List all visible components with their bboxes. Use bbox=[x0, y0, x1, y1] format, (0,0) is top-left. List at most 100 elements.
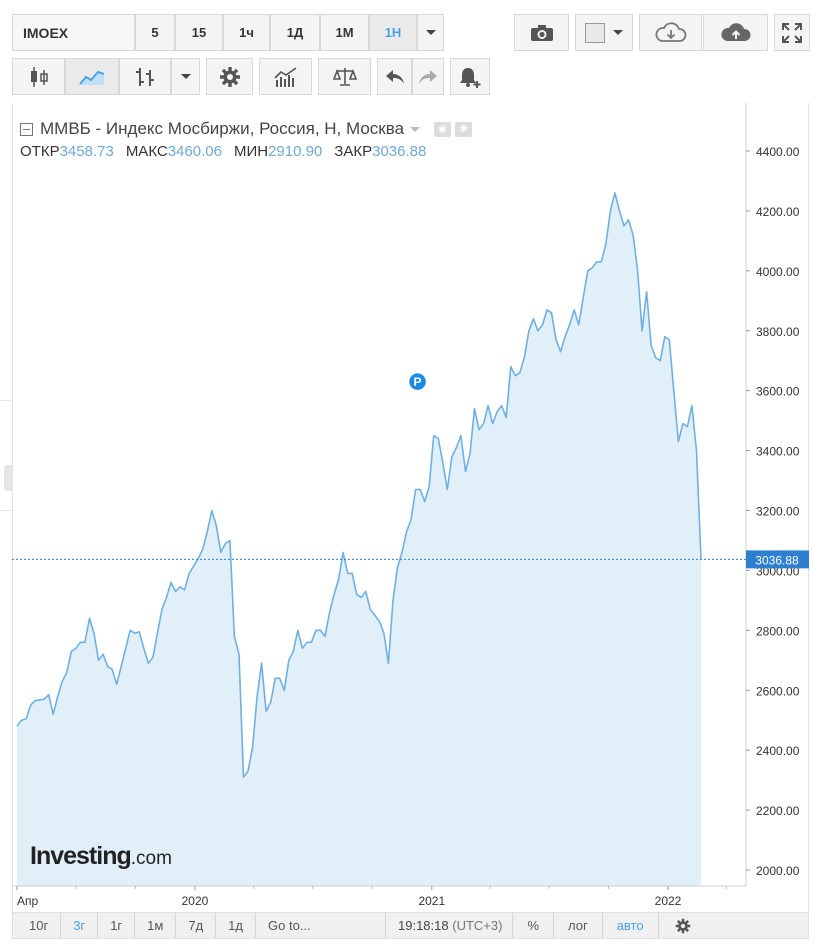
auto-scale-toggle[interactable]: авто bbox=[603, 913, 659, 938]
side-panel-handle[interactable] bbox=[4, 465, 12, 491]
instrument-title: ММВБ - Индекс Мосбиржи, Россия, Н, Москв… bbox=[40, 119, 405, 138]
candlestick-icon bbox=[30, 66, 48, 87]
chevron-down-icon bbox=[180, 74, 191, 79]
eye-icon[interactable]: ◉ bbox=[434, 121, 452, 137]
interval-1mo[interactable]: 1М bbox=[320, 14, 369, 51]
low-label: МИН bbox=[233, 143, 269, 160]
redo-icon bbox=[419, 69, 437, 84]
range-7d[interactable]: 7д bbox=[176, 913, 217, 938]
cloud-upload-icon bbox=[720, 22, 751, 41]
high-value: 3460.06 bbox=[167, 143, 222, 160]
clock: 19:18:18 (UTC+3) bbox=[386, 913, 514, 938]
upload-button[interactable] bbox=[703, 14, 768, 51]
last-price-tag-label: 3036.88 bbox=[755, 553, 799, 567]
cloud-download-icon bbox=[655, 21, 686, 42]
indicators-icon bbox=[273, 66, 296, 87]
gear-icon[interactable]: ✱ bbox=[455, 121, 473, 137]
panel-divider bbox=[0, 510, 12, 511]
interval-1h[interactable]: 1ч bbox=[223, 14, 270, 51]
x-tick-label: 2021 bbox=[418, 894, 445, 908]
bottom-bar: 10г 3г 1г 1м 7д 1д Go to... 19:18:18 (UT… bbox=[12, 912, 809, 939]
chart-tools-toolbar bbox=[0, 58, 821, 98]
goto-date-button[interactable]: Go to... bbox=[256, 913, 386, 938]
clock-time: 19:18:18 bbox=[398, 918, 449, 933]
bar-chart-button[interactable] bbox=[119, 58, 171, 95]
range-1m[interactable]: 1м bbox=[135, 913, 177, 938]
interval-15[interactable]: 15 bbox=[175, 14, 223, 51]
y-tick-label: 4400.00 bbox=[756, 145, 800, 159]
chart-frame bbox=[12, 103, 809, 912]
gear-icon bbox=[675, 918, 690, 933]
range-10y[interactable]: 10г bbox=[13, 913, 62, 938]
open-value: 3458.73 bbox=[59, 143, 114, 160]
top-toolbar: IMOEX 5 15 1ч 1Д 1М 1Н bbox=[0, 14, 821, 54]
interval-1d[interactable]: 1Д bbox=[270, 14, 320, 51]
settings-button[interactable] bbox=[206, 58, 253, 95]
range-1y[interactable]: 1г bbox=[98, 913, 136, 938]
interval-dropdown[interactable] bbox=[417, 14, 444, 51]
high-label: МАКС bbox=[125, 143, 168, 160]
x-tick-label: 2020 bbox=[182, 894, 209, 908]
close-value: 3036.88 bbox=[372, 143, 427, 160]
logo-text: Investing bbox=[30, 842, 132, 870]
y-tick-label: 2400.00 bbox=[756, 744, 800, 758]
y-tick-label: 2000.00 bbox=[756, 864, 800, 878]
chart-legend: ММВБ - Индекс Мосбиржи, Россия, Н, Москв… bbox=[20, 117, 473, 160]
y-tick-label: 3200.00 bbox=[756, 505, 800, 519]
symbol-input[interactable]: IMOEX bbox=[12, 14, 135, 51]
compare-icon bbox=[332, 67, 357, 86]
log-scale-toggle[interactable]: лог bbox=[554, 913, 603, 938]
event-marker-label: P bbox=[414, 375, 422, 389]
chevron-down-icon bbox=[425, 30, 436, 35]
y-tick-label: 2600.00 bbox=[756, 684, 800, 698]
compare-button[interactable] bbox=[318, 58, 371, 95]
undo-icon bbox=[385, 69, 404, 84]
event-marker bbox=[407, 371, 428, 392]
color-swatch-icon bbox=[585, 22, 605, 43]
y-tick-label: 3400.00 bbox=[756, 445, 800, 459]
add-alert-icon bbox=[460, 67, 481, 88]
interval-5[interactable]: 5 bbox=[135, 14, 175, 51]
fullscreen-icon bbox=[782, 22, 802, 43]
percent-scale-toggle[interactable]: % bbox=[513, 913, 554, 938]
low-value: 2910.90 bbox=[268, 143, 323, 160]
price-area-fill bbox=[17, 192, 701, 886]
clock-timezone: (UTC+3) bbox=[452, 918, 503, 933]
panel-divider bbox=[0, 400, 12, 401]
y-tick-label: 3600.00 bbox=[756, 385, 800, 399]
y-tick-label: 4000.00 bbox=[756, 265, 800, 279]
color-picker-button[interactable] bbox=[575, 14, 633, 51]
gear-icon bbox=[219, 66, 240, 87]
bar-chart-icon bbox=[136, 67, 154, 86]
range-1d[interactable]: 1д bbox=[216, 913, 256, 938]
redo-button[interactable] bbox=[412, 58, 444, 95]
price-line bbox=[16, 192, 702, 778]
add-alert-button[interactable] bbox=[450, 58, 490, 95]
investing-logo: Investing.com bbox=[30, 842, 172, 871]
screenshot-button[interactable] bbox=[514, 14, 569, 51]
undo-button[interactable] bbox=[377, 58, 412, 95]
close-label: ЗАКР bbox=[334, 143, 373, 160]
y-tick-label: 2800.00 bbox=[756, 624, 800, 638]
open-label: ОТКР bbox=[20, 143, 60, 160]
camera-icon bbox=[530, 24, 553, 41]
chevron-down-icon[interactable] bbox=[410, 126, 421, 132]
last-price-tag bbox=[746, 550, 809, 569]
x-tick-label: 2022 bbox=[655, 894, 682, 908]
line-chart-button[interactable] bbox=[65, 58, 119, 95]
indicators-button[interactable] bbox=[259, 58, 312, 95]
y-tick-label: 2200.00 bbox=[756, 804, 800, 818]
x-tick-label: Апр bbox=[17, 894, 39, 908]
range-3y[interactable]: 3г bbox=[61, 913, 99, 938]
logo-suffix: .com bbox=[130, 848, 172, 869]
fullscreen-button[interactable] bbox=[774, 14, 810, 51]
download-button[interactable] bbox=[639, 14, 702, 51]
candlestick-button[interactable] bbox=[12, 58, 65, 95]
interval-1w[interactable]: 1Н bbox=[369, 14, 417, 51]
chart-settings-button[interactable] bbox=[659, 913, 707, 938]
y-tick-label: 3800.00 bbox=[756, 325, 800, 339]
collapse-legend-icon[interactable] bbox=[20, 122, 33, 136]
chart-type-dropdown[interactable] bbox=[171, 58, 200, 95]
chevron-down-icon bbox=[613, 30, 623, 35]
